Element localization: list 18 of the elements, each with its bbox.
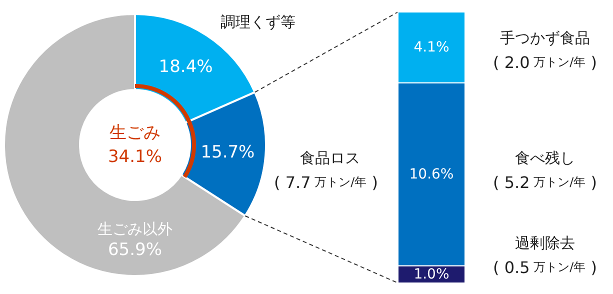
data-label: 4.1% [414,39,450,56]
text: ( 2.0 万トン/年 ) [493,52,597,72]
text: 生ごみ [110,123,160,143]
text: ( 7.7 万トン/年 ) [274,172,378,192]
data-label: 1.0% [414,266,450,282]
text: 食べ残し [515,149,575,167]
slice-label: 調理くず等 [220,13,296,31]
text: 34.1% [108,147,162,167]
slice-label: 生ごみ以外 [98,220,172,238]
data-label: 65.9% [108,240,162,260]
data-label: 10.6% [409,166,454,182]
data-label: 18.4% [158,57,213,78]
text: 過剰除去 [515,234,575,252]
slice-label: 食品ロス [300,149,360,167]
text: 手つかず食品 [500,29,590,47]
text: ( 0.5 万トン/年 ) [493,258,597,276]
data-label: 15.7% [200,142,255,162]
text: ( 5.2 万トン/年 ) [493,172,597,192]
